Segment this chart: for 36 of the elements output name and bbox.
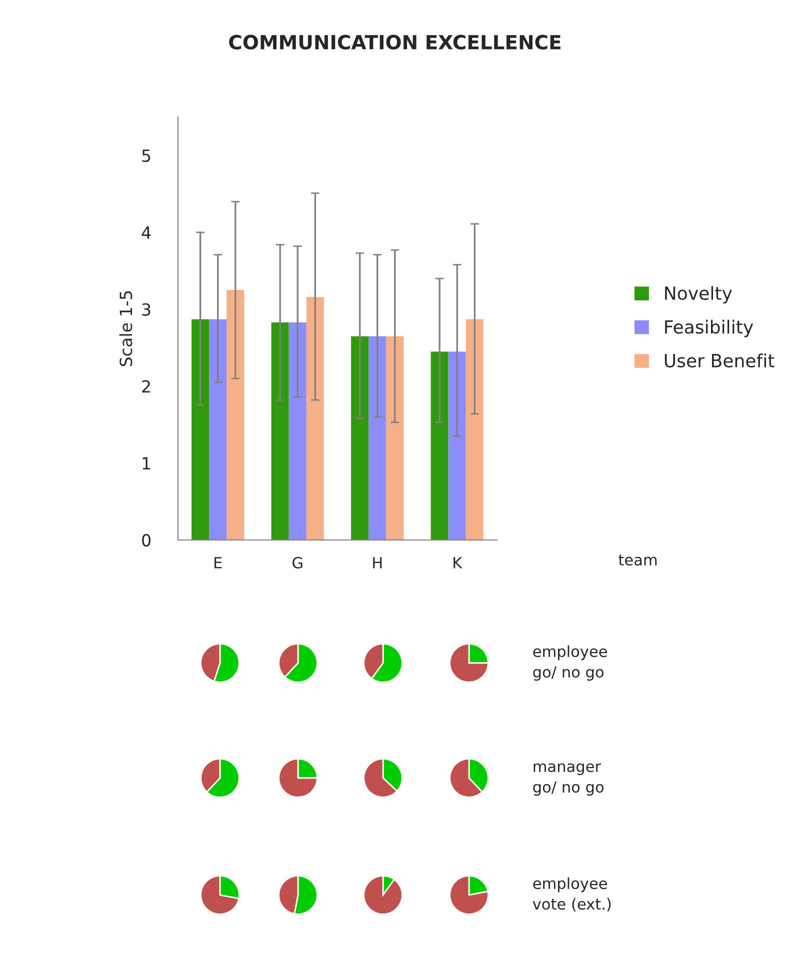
text: employee vote (ext.)	[532, 877, 611, 912]
x-tick-label: G	[292, 556, 302, 568]
legend-label: Feasibility	[665, 320, 754, 338]
y-tick-label: 5	[142, 150, 150, 162]
y-tick-label: 4	[142, 226, 151, 239]
text: manager go/ no go	[533, 763, 604, 796]
bar	[368, 336, 386, 540]
bar	[306, 296, 324, 540]
bar	[386, 336, 404, 540]
bar	[351, 336, 369, 540]
bar	[271, 322, 289, 540]
pie-slice	[449, 875, 489, 915]
pie-slice	[278, 758, 318, 798]
legend-label: User Benefit	[664, 353, 774, 368]
y-axis-title: Scale 1-5	[119, 291, 132, 366]
text: team	[618, 554, 657, 566]
y-tick-label: 1	[142, 457, 150, 470]
y-tick-label: 0	[142, 534, 151, 547]
text: employee go/ no go	[533, 645, 607, 681]
bar	[430, 352, 448, 540]
x-tick-label: E	[214, 557, 222, 568]
bar	[226, 290, 244, 540]
bar	[448, 352, 466, 540]
y-tick-label: 3	[142, 303, 150, 316]
pie-slice	[200, 875, 240, 915]
y-tick-label: 2	[142, 380, 150, 393]
pie-slice	[449, 643, 489, 683]
bar	[209, 319, 227, 540]
legend-label: Novelty	[665, 286, 732, 304]
x-tick-label: H	[373, 557, 382, 568]
bar	[192, 319, 210, 540]
x-tick-label: K	[454, 557, 462, 568]
chart-title: COMMUNICATION EXCELLENCE	[229, 34, 560, 50]
bar	[466, 319, 484, 540]
bar	[288, 322, 306, 540]
pie-slice	[363, 875, 403, 915]
